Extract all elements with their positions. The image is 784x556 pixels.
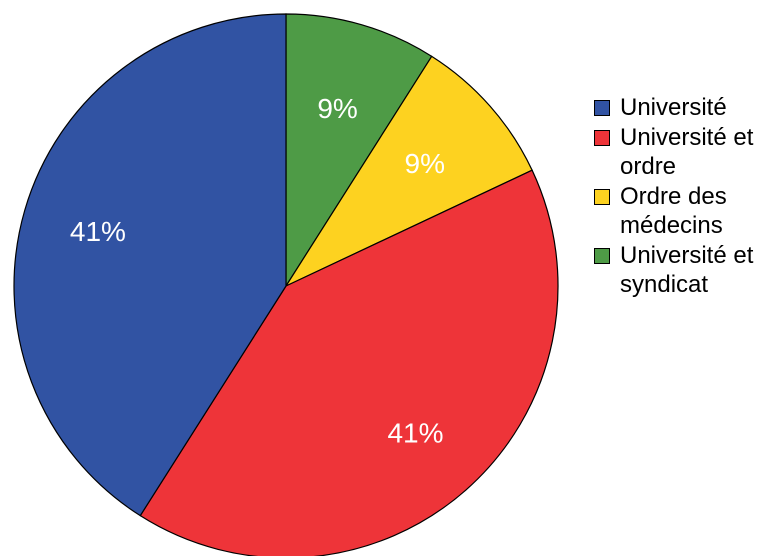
legend-swatch-universite-et-syndicat — [594, 248, 610, 264]
slice-label-ordre-des-medecins: 9% — [405, 148, 445, 179]
legend-swatch-ordre-des-medecins — [594, 189, 610, 205]
slice-label-universite-et-syndicat: 9% — [317, 93, 357, 124]
slice-label-universite-et-ordre: 41% — [387, 417, 443, 448]
legend-item-ordre-des-medecins: Ordre des médecins — [594, 182, 784, 240]
legend-swatch-universite — [594, 100, 610, 116]
legend-label-universite: Université — [620, 93, 780, 122]
chart-legend: Université Université et ordre Ordre des… — [594, 93, 784, 300]
legend-item-universite-et-ordre: Université et ordre — [594, 123, 784, 181]
legend-label-universite-et-ordre: Université et ordre — [620, 123, 780, 181]
legend-label-ordre-des-medecins: Ordre des médecins — [620, 182, 780, 240]
legend-swatch-universite-et-ordre — [594, 130, 610, 146]
legend-item-universite: Université — [594, 93, 784, 122]
legend-item-universite-et-syndicat: Université et syndicat — [594, 241, 784, 299]
legend-label-universite-et-syndicat: Université et syndicat — [620, 241, 780, 299]
slice-label-universite: 41% — [70, 216, 126, 247]
